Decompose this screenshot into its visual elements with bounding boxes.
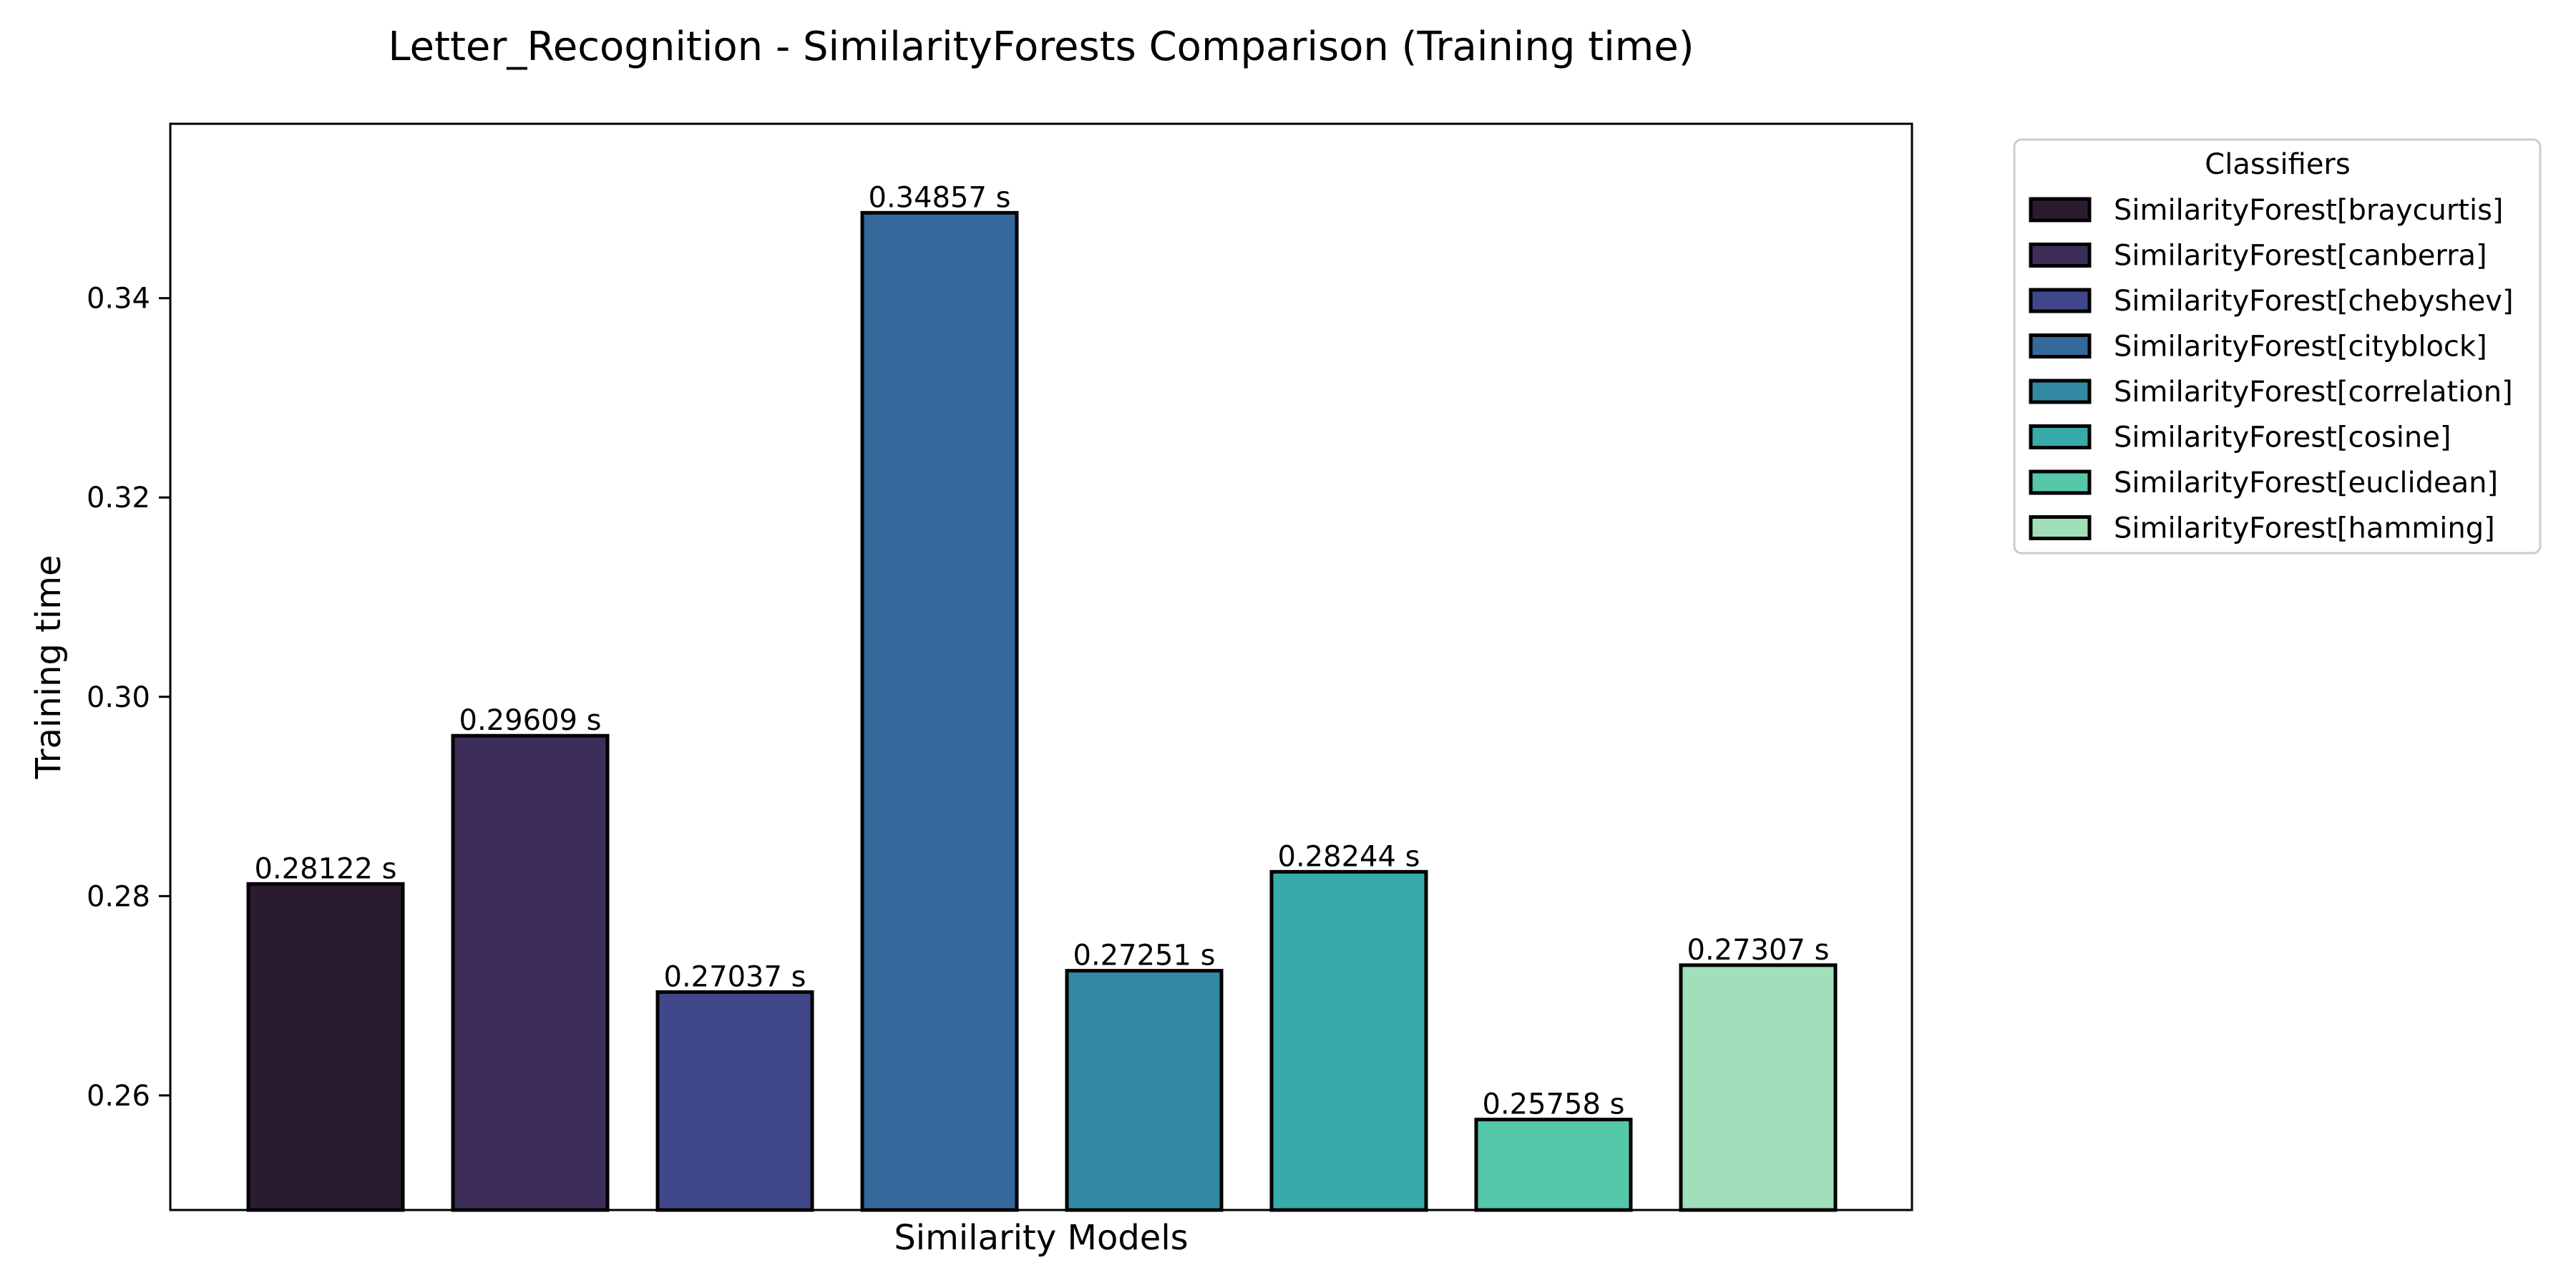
bars-layer [246, 210, 1838, 1212]
legend-swatch-8 [2029, 515, 2092, 540]
bar-8 [1679, 963, 1838, 1212]
plot-frame [169, 122, 1913, 1211]
legend-swatch-5 [2029, 379, 2092, 404]
y-tick-label-3: 0.30 [87, 681, 150, 714]
chart-title: Letter_Recognition - SimilarityForests C… [388, 24, 1694, 70]
data-label-2: 0.29609 s [459, 704, 602, 737]
data-label-1: 0.28122 s [255, 852, 397, 885]
y-axis: 0.26 0.28 0.30 0.32 0.34 [87, 283, 170, 1113]
y-tick-label-4: 0.32 [87, 482, 150, 514]
bar-5 [1065, 969, 1224, 1212]
legend-label-3: SimilarityForest[chebyshev] [2114, 285, 2514, 318]
data-label-3: 0.27037 s [664, 960, 806, 993]
legend-title: Classifiers [2205, 148, 2350, 181]
data-label-8: 0.27307 s [1687, 934, 1830, 967]
y-tick-label-1: 0.26 [87, 1080, 150, 1113]
y-axis-label: Training time [29, 555, 69, 779]
legend-label-4: SimilarityForest[cityblock] [2114, 331, 2487, 364]
data-labels-layer: 0.28122 s 0.29609 s 0.27037 s 0.34857 s 0.27… [255, 181, 1830, 1121]
legend-frame [2013, 138, 2542, 555]
data-label-5: 0.27251 s [1073, 940, 1216, 972]
legend-swatch-1 [2029, 197, 2092, 223]
legend: Classifiers SimilarityForest[braycurtis]… [2013, 138, 2542, 555]
bar-4 [860, 210, 1019, 1212]
y-tick-label-5: 0.34 [87, 283, 150, 316]
legend-swatch-6 [2029, 424, 2092, 449]
data-label-4: 0.34857 s [869, 181, 1011, 214]
legend-label-6: SimilarityForest[cosine] [2114, 421, 2451, 454]
legend-swatch-4 [2029, 333, 2092, 358]
legend-label-2: SimilarityForest[canberra] [2114, 240, 2487, 273]
data-label-7: 0.25758 s [1483, 1088, 1625, 1121]
legend-label-5: SimilarityForest[correlation] [2114, 376, 2513, 409]
bar-2 [451, 733, 610, 1212]
legend-swatch-3 [2029, 288, 2092, 313]
bar-1 [246, 882, 405, 1212]
legend-swatch-7 [2029, 469, 2092, 495]
legend-items: SimilarityForest[braycurtis] SimilarityFo… [2029, 194, 2514, 545]
bar-6 [1269, 869, 1428, 1212]
x-axis-label: Similarity Models [894, 1218, 1188, 1258]
legend-label-1: SimilarityForest[braycurtis] [2114, 194, 2504, 227]
bar-3 [655, 990, 814, 1212]
data-label-6: 0.28244 s [1278, 840, 1420, 873]
legend-label-8: SimilarityForest[hamming] [2114, 512, 2495, 545]
y-tick-label-2: 0.28 [87, 880, 150, 913]
legend-label-7: SimilarityForest[euclidean] [2114, 467, 2498, 499]
legend-swatch-2 [2029, 243, 2092, 268]
bar-7 [1474, 1118, 1633, 1212]
